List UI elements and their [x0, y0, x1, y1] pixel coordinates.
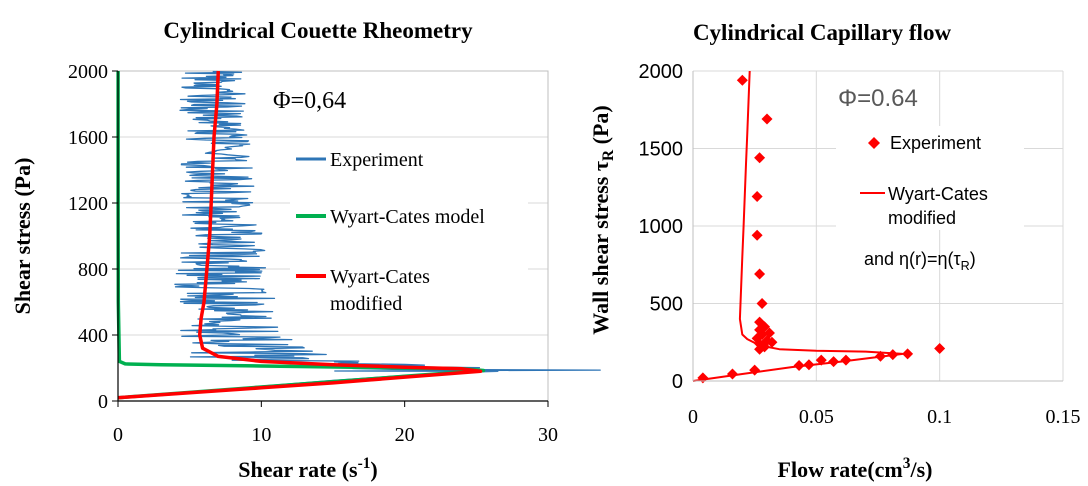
capillary-experiment-point-23 [756, 298, 768, 309]
couette-series-wyart-cates-modified [117, 70, 483, 400]
capillary-legend-box [836, 126, 1024, 230]
capillary-x-tick-label-0.05: 0.05 [799, 406, 834, 428]
couette-chart: Cylindrical Couette Rheometry 0 400 800 120… [10, 18, 601, 482]
capillary-axes [692, 71, 1063, 382]
capillary-experiment-point-2 [749, 364, 761, 376]
capillary-experiment-point-9 [887, 349, 899, 361]
capillary-experiment-point-5 [815, 354, 827, 366]
capillary-y-axis-title: Wall shear stress τR (Pa) [588, 105, 617, 334]
legend-label-wyart-cates-model: Wyart-Cates model [330, 206, 485, 228]
capillary-x-tick-label-0.15: 0.15 [1046, 406, 1081, 428]
capillary-phi-annotation: Φ=0.64 [838, 85, 918, 112]
couette-y-tick-label-2000: 2000 [68, 61, 108, 83]
capillary-experiment-point-7 [840, 354, 852, 366]
capillary-legend-label-wyart-cates-modified: Wyart-Cates modified [888, 184, 988, 228]
couette-y-tick-label-0: 0 [98, 391, 108, 413]
capillary-experiment-point-22 [754, 316, 766, 328]
capillary-x-tick-label-0.1: 0.1 [927, 406, 952, 428]
capillary-experiment-point-0 [697, 372, 709, 384]
capillary-y-tick-label-500: 500 [650, 294, 683, 316]
legend-marker-experiment [868, 137, 880, 149]
capillary-experiment-point-10 [902, 348, 914, 360]
capillary-y-tick-label-1500: 1500 [639, 139, 684, 161]
capillary-chart-title: Cylindrical Capillary flow [693, 20, 952, 45]
capillary-experiment-point-26 [751, 191, 763, 203]
capillary-x-tick-labels: 0 0.05 0.1 0.15 [688, 406, 1081, 428]
capillary-y-tick-labels: 0 500 1000 1500 2000 [639, 61, 684, 393]
capillary-experiment-point-28 [761, 113, 773, 125]
capillary-experiment-point-4 [803, 359, 815, 371]
couette-x-tick-labels: 0 10 20 30 [113, 424, 558, 446]
couette-axes [112, 70, 549, 407]
capillary-experiment-point-8 [874, 350, 886, 362]
legend-label-wyart-cates-modified: Wyart-Cates modified [330, 266, 430, 315]
couette-y-tick-label-1200: 1200 [68, 193, 108, 215]
capillary-legend: Experiment Wyart-Cates modified [836, 126, 1024, 230]
capillary-series-wyart-cates-modified [692, 70, 904, 382]
couette-chart-title: Cylindrical Couette Rheometry [163, 18, 473, 43]
capillary-y-tick-label-1000: 1000 [639, 216, 684, 238]
couette-x-tick-label-20: 20 [395, 424, 415, 446]
capillary-experiment-point-27 [754, 152, 766, 164]
couette-y-tick-labels: 0 400 800 1200 1600 2000 [68, 61, 108, 413]
capillary-experiment-point-16 [766, 336, 778, 348]
capillary-chart: Cylindrical Capillary flow 0 500 1000 1500 2… [588, 20, 1081, 482]
capillary-x-axis-title: Flow rate(cm3/s) [778, 455, 933, 482]
couette-y-tick-label-1600: 1600 [68, 127, 108, 149]
couette-y-tick-label-800: 800 [78, 259, 108, 281]
couette-legend-box [290, 140, 528, 320]
capillary-experiment-point-6 [828, 356, 840, 368]
capillary-legend-label-experiment: Experiment [890, 133, 981, 153]
couette-legend: Experiment Wyart-Cates model Wyart-Cates… [290, 140, 528, 320]
capillary-experiment-point-29 [736, 74, 748, 86]
capillary-experiment-point-11 [934, 342, 946, 354]
couette-x-tick-label-30: 30 [538, 424, 558, 446]
legend-label-experiment: Experiment [330, 149, 424, 171]
couette-phi-annotation: Φ=0,64 [273, 88, 346, 114]
capillary-viscosity-note: and η(r)=η(τR) [864, 249, 976, 273]
couette-y-axis-title: Shear stress (Pa) [10, 158, 35, 315]
capillary-y-tick-label-0: 0 [672, 371, 683, 393]
couette-x-tick-label-0: 0 [113, 424, 123, 446]
couette-x-axis-title: Shear rate (s-1) [238, 455, 378, 482]
capillary-experiment-point-24 [754, 268, 766, 280]
capillary-experiment-point-3 [793, 360, 805, 371]
capillary-x-tick-label-0: 0 [688, 406, 698, 428]
capillary-y-tick-label-2000: 2000 [639, 61, 684, 83]
capillary-experiment-point-19 [763, 327, 775, 339]
couette-y-tick-label-400: 400 [78, 325, 108, 347]
couette-series-experiment [117, 70, 601, 399]
capillary-experiment-point-25 [751, 229, 763, 241]
couette-x-tick-label-10: 10 [251, 424, 271, 446]
capillary-experiment-point-1 [726, 368, 738, 380]
